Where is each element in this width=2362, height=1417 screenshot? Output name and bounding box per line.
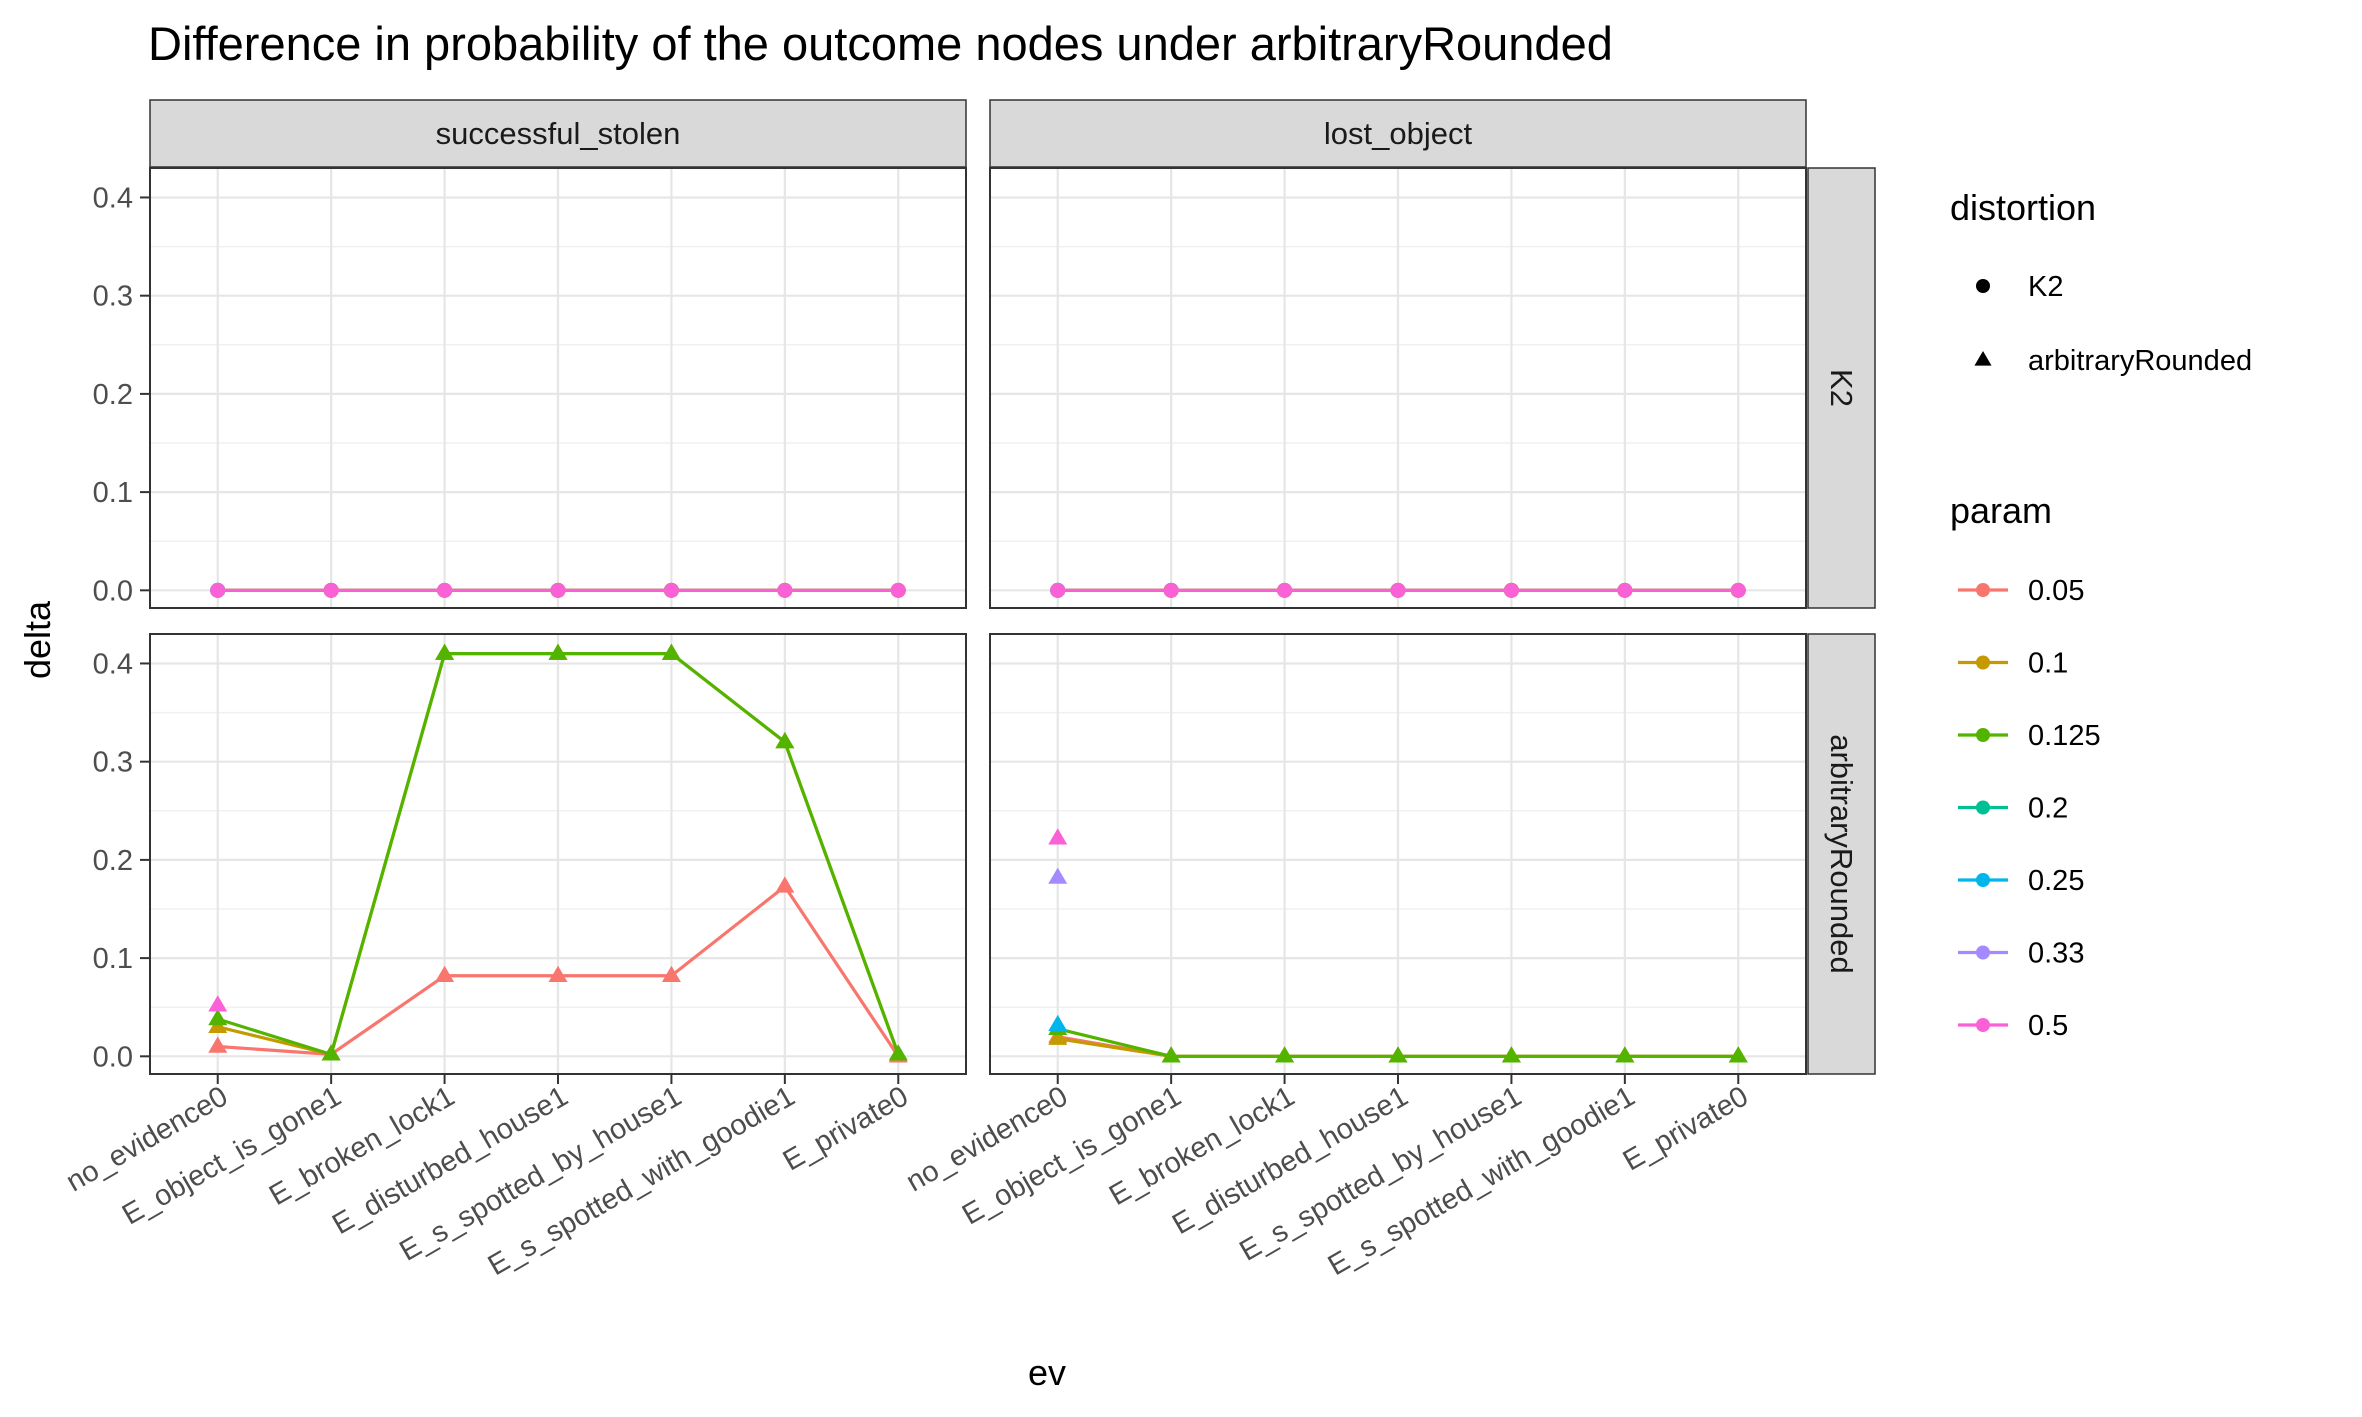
legend-label-param: 0.125 bbox=[2028, 720, 2101, 752]
data-point-triangle bbox=[1048, 1028, 1068, 1045]
series-K2-successful_stolen-0.5 bbox=[210, 582, 906, 598]
data-point-circle bbox=[1617, 582, 1633, 598]
legend-label-distortion: K2 bbox=[2028, 271, 2063, 303]
series-arbitraryRounded-successful_stolen-0.5 bbox=[208, 995, 228, 1012]
legend: distortion K2 arbitraryRounded param 0.05 0.1… bbox=[1950, 187, 2252, 1042]
data-point-triangle bbox=[1048, 867, 1068, 884]
data-point-circle bbox=[437, 582, 453, 598]
legend-key-point bbox=[1976, 873, 1990, 887]
data-point-triangle bbox=[321, 1044, 341, 1061]
facet-strip-col-0 bbox=[149, 99, 967, 168]
facet-strip-row-label-0: K2 bbox=[1824, 369, 1859, 407]
y-tick-label: 0.2 bbox=[93, 379, 133, 411]
data-point-triangle bbox=[661, 643, 681, 660]
data-point-circle bbox=[1277, 582, 1293, 598]
legend-label-param: 0.5 bbox=[2028, 1010, 2068, 1042]
data-point-circle bbox=[1390, 582, 1406, 598]
data-point-triangle bbox=[1615, 1046, 1635, 1063]
legend-key-point bbox=[1976, 655, 1990, 670]
y-axis-title: delta bbox=[17, 600, 58, 679]
y-tick-label: 0.0 bbox=[93, 1041, 133, 1073]
data-point-triangle bbox=[548, 643, 568, 660]
panel-arbitraryRounded-lost_object bbox=[989, 633, 1807, 1075]
data-point-circle bbox=[1163, 582, 1179, 598]
data-point-triangle bbox=[661, 965, 681, 982]
legend-title-distortion: distortion bbox=[1950, 187, 2096, 228]
legend-key-point bbox=[1976, 800, 1990, 815]
data-point-triangle bbox=[435, 643, 455, 660]
legend-key-circle bbox=[1976, 279, 1990, 293]
y-tick-label: 0.4 bbox=[93, 648, 133, 680]
series-arbitraryRounded-successful_stolen-0.125 bbox=[208, 643, 908, 1061]
y-tick-label: 0.1 bbox=[93, 943, 133, 975]
legend-key-point bbox=[1976, 728, 1990, 742]
y-tick-label: 0.3 bbox=[93, 281, 133, 313]
panel-border bbox=[989, 167, 1807, 609]
data-point-circle bbox=[550, 582, 566, 598]
data-point-triangle bbox=[548, 965, 568, 982]
x-axis-title: ev bbox=[1028, 1352, 1066, 1393]
data-point-triangle bbox=[1388, 1046, 1408, 1063]
legend-label-param: 0.1 bbox=[2028, 648, 2068, 680]
panel-arbitraryRounded-successful_stolen bbox=[149, 633, 967, 1075]
series-arbitraryRounded-lost_object-0.33 bbox=[1048, 867, 1068, 884]
data-point-triangle bbox=[1048, 828, 1068, 845]
series-arbitraryRounded-lost_object-0.5 bbox=[1048, 828, 1068, 845]
data-point-triangle bbox=[888, 1044, 908, 1061]
y-tick-label: 0.4 bbox=[93, 182, 133, 214]
legend-key-point bbox=[1976, 945, 1990, 960]
data-point-triangle bbox=[435, 965, 455, 982]
legend-label-param: 0.25 bbox=[2028, 865, 2084, 897]
data-point-triangle bbox=[1275, 1046, 1295, 1063]
legend-label-param: 0.05 bbox=[2028, 575, 2084, 607]
facet-strip-row-0 bbox=[1807, 167, 1876, 609]
data-point-circle bbox=[663, 582, 679, 598]
legend-key-point bbox=[1976, 583, 1990, 597]
y-tick-label: 0.2 bbox=[93, 845, 133, 877]
data-point-triangle bbox=[1048, 1014, 1068, 1032]
data-point-triangle bbox=[1501, 1046, 1521, 1063]
series-arbitraryRounded-lost_object-0.125 bbox=[1048, 1018, 1748, 1063]
data-point-circle bbox=[323, 582, 339, 598]
y-tick-label: 0.1 bbox=[93, 477, 133, 509]
legend-title-param: param bbox=[1950, 490, 2052, 531]
legend-key-triangle bbox=[1974, 351, 1992, 366]
legend-label-param: 0.2 bbox=[2028, 793, 2068, 825]
data-point-circle bbox=[1050, 582, 1066, 598]
data-point-triangle bbox=[208, 1009, 228, 1026]
facet-strip-col-label-0: successful_stolen bbox=[436, 116, 681, 151]
data-point-circle bbox=[1503, 582, 1519, 598]
legend-label-distortion: arbitraryRounded bbox=[2028, 345, 2252, 377]
chart-title: Difference in probability of the outcome… bbox=[148, 17, 1613, 70]
panel-K2-lost_object bbox=[989, 167, 1807, 609]
data-point-circle bbox=[777, 582, 793, 598]
panel-K2-successful_stolen bbox=[149, 167, 967, 609]
data-point-triangle bbox=[208, 1036, 228, 1053]
y-tick-label: 0.0 bbox=[93, 575, 133, 607]
data-point-circle bbox=[210, 582, 226, 598]
data-point-triangle bbox=[775, 732, 795, 749]
y-tick-label: 0.3 bbox=[93, 747, 133, 779]
facet-strip-col-label-1: lost_object bbox=[1324, 116, 1473, 151]
facet-strip-col-1 bbox=[989, 99, 1807, 168]
data-point-circle bbox=[890, 582, 906, 598]
data-point-triangle bbox=[775, 876, 795, 893]
series-arbitraryRounded-lost_object-0.25 bbox=[1048, 1014, 1068, 1032]
data-point-triangle bbox=[1728, 1046, 1748, 1063]
facet-strip-row-label-1: arbitraryRounded bbox=[1824, 734, 1859, 974]
series-layer bbox=[208, 582, 1748, 1063]
data-point-circle bbox=[1730, 582, 1746, 598]
panel-border bbox=[149, 167, 967, 609]
series-K2-lost_object-0.5 bbox=[1050, 582, 1746, 598]
legend-label-param: 0.33 bbox=[2028, 938, 2084, 970]
data-point-triangle bbox=[208, 995, 228, 1012]
legend-key-point bbox=[1976, 1018, 1990, 1032]
facet-strip-row-1 bbox=[1807, 633, 1876, 1075]
data-point-triangle bbox=[1161, 1046, 1181, 1063]
